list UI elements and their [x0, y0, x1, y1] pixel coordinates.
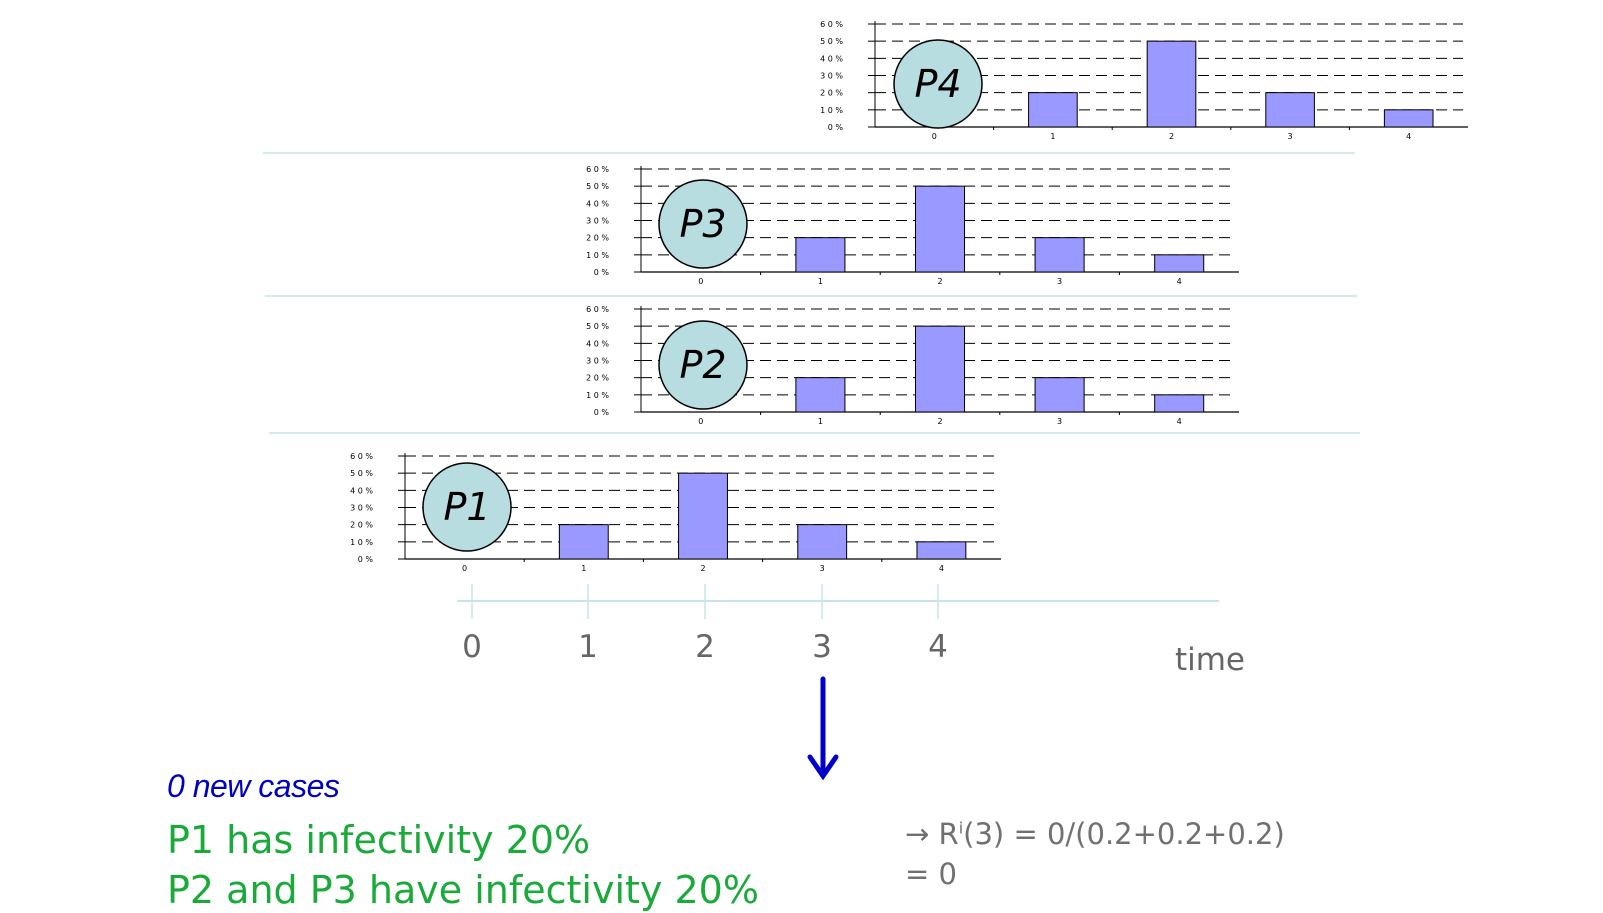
timeline-tick-label: 1 [578, 629, 598, 665]
x-tick-label: 3 [820, 564, 825, 573]
y-tick-label: 2 0 % [350, 521, 373, 530]
x-tick-label: 0 [698, 277, 703, 286]
person-label: P4 [914, 62, 961, 106]
bar [914, 325, 966, 413]
x-tick-label: 1 [581, 564, 586, 573]
bar-chart-p4: 0 % 1 0 % 2 0 % 3 0 % 4 0 % 5 0 % 6 0 % 0 1 2 3 4 P4 [820, 20, 1468, 141]
bar [795, 377, 846, 413]
person-bubble [658, 320, 748, 410]
timeline-tick-label: 0 [462, 629, 482, 665]
person-label: P3 [679, 202, 726, 246]
y-tick-label: 2 0 % [586, 374, 609, 383]
x-tick-label: 1 [1050, 132, 1055, 141]
formula-expression: (3) = 0/(0.2+0.2+0.2) [963, 817, 1285, 851]
y-tick-label: 0 % [358, 555, 374, 564]
y-tick-label: 4 0 % [820, 54, 843, 63]
y-tick-label: 3 0 % [586, 217, 609, 226]
y-tick-label: 6 0 % [820, 20, 843, 29]
timeline-tick-label: 3 [812, 629, 832, 665]
x-tick-label: 2 [700, 564, 705, 573]
y-tick-label: 0 % [594, 268, 610, 277]
y-tick-label: 5 0 % [820, 37, 843, 46]
y-tick-label: 0 % [594, 408, 610, 417]
timeline-label: time [1175, 642, 1245, 678]
y-tick-label: 3 0 % [586, 357, 609, 366]
x-tick-label: 3 [1288, 132, 1293, 141]
person-label: P1 [443, 485, 490, 529]
y-tick-label: 4 0 % [586, 199, 609, 208]
y-tick-label: 5 0 % [350, 469, 373, 478]
timeline-tick-label: 4 [928, 629, 948, 665]
bar [916, 541, 967, 560]
x-tick-label: 2 [937, 277, 942, 286]
bar [558, 524, 609, 560]
person-label: P2 [679, 343, 726, 387]
bar [795, 237, 846, 273]
bar [797, 524, 848, 560]
bar [914, 185, 966, 273]
bar [1146, 40, 1197, 128]
bar-chart-p1: 0 % 1 0 % 2 0 % 3 0 % 4 0 % 5 0 % 6 0 % 0 1 2 3 4 P1 [350, 452, 1001, 573]
x-tick-label: 4 [939, 564, 944, 573]
x-tick-label: 0 [698, 417, 703, 426]
y-tick-label: 5 0 % [586, 322, 609, 331]
y-tick-label: 4 0 % [350, 486, 373, 495]
person-bubble [658, 179, 748, 269]
formula-superscript: i [958, 818, 964, 838]
down-arrow-head [807, 754, 839, 781]
x-tick-label: 0 [462, 564, 467, 573]
y-tick-label: 4 0 % [586, 339, 609, 348]
x-tick-label: 4 [1406, 132, 1411, 141]
bar-chart-p3: 0 % 1 0 % 2 0 % 3 0 % 4 0 % 5 0 % 6 0 % 0 1 2 3 4 P3 [586, 165, 1239, 286]
x-tick-label: 4 [1177, 417, 1182, 426]
x-tick-label: 1 [818, 417, 823, 426]
y-tick-label: 1 0 % [586, 391, 609, 400]
person-bubble [893, 39, 983, 129]
y-tick-label: 1 0 % [350, 538, 373, 547]
y-tick-label: 1 0 % [586, 251, 609, 260]
timeline-tick-label: 2 [695, 629, 715, 665]
formula-line-2: = 0 [905, 857, 957, 891]
bar-chart-p2: 0 % 1 0 % 2 0 % 3 0 % 4 0 % 5 0 % 6 0 % 0 1 2 3 4 P2 [586, 305, 1239, 426]
bar [1028, 92, 1078, 128]
x-tick-label: 1 [818, 277, 823, 286]
bar [1383, 109, 1434, 128]
x-tick-label: 3 [1057, 277, 1062, 286]
bar [678, 472, 728, 560]
y-tick-label: 6 0 % [586, 165, 609, 174]
x-tick-label: 4 [1177, 277, 1182, 286]
x-tick-label: 2 [1169, 132, 1174, 141]
y-tick-label: 6 0 % [350, 452, 373, 461]
y-tick-label: 1 0 % [820, 106, 843, 115]
p2-p3-infectivity-text: P2 and P3 have infectivity 20% [167, 868, 759, 912]
formula-line-1: → Ri(3) = 0/(0.2+0.2+0.2) [905, 817, 1285, 851]
x-tick-label: 0 [932, 132, 937, 141]
y-tick-label: 0 % [828, 123, 844, 132]
new-cases-text: 0 new cases [167, 768, 340, 804]
y-tick-label: 2 0 % [820, 89, 843, 98]
y-tick-label: 6 0 % [586, 305, 609, 314]
bar [1265, 92, 1315, 128]
bar [1034, 237, 1085, 273]
y-tick-label: 5 0 % [586, 182, 609, 191]
person-bubble [422, 462, 512, 552]
bar [1034, 377, 1085, 413]
bar [1154, 254, 1205, 273]
y-tick-label: 3 0 % [820, 72, 843, 81]
bar [1154, 394, 1205, 413]
x-tick-label: 2 [937, 417, 942, 426]
x-tick-label: 3 [1057, 417, 1062, 426]
p1-infectivity-text: P1 has infectivity 20% [167, 818, 591, 862]
y-tick-label: 3 0 % [350, 504, 373, 513]
down-arrow-icon [807, 676, 839, 781]
formula-r: R [938, 817, 959, 851]
arrow-right-icon: → [905, 817, 930, 851]
y-tick-label: 2 0 % [586, 234, 609, 243]
